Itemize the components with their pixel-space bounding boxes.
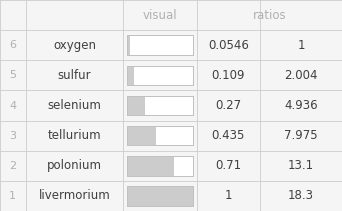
Text: 18.3: 18.3	[288, 189, 314, 202]
FancyBboxPatch shape	[127, 186, 193, 206]
FancyBboxPatch shape	[127, 35, 193, 55]
Text: 0.0546: 0.0546	[208, 39, 249, 52]
FancyBboxPatch shape	[127, 96, 193, 115]
FancyBboxPatch shape	[127, 156, 193, 176]
Text: 0.109: 0.109	[212, 69, 245, 82]
Text: 2: 2	[9, 161, 16, 171]
Text: 4.936: 4.936	[284, 99, 318, 112]
Text: 6: 6	[9, 40, 16, 50]
Text: 1: 1	[9, 191, 16, 201]
Text: 1: 1	[225, 189, 232, 202]
Text: 3: 3	[9, 131, 16, 141]
Text: 4: 4	[9, 100, 16, 111]
FancyBboxPatch shape	[127, 66, 134, 85]
Text: selenium: selenium	[48, 99, 101, 112]
Text: 13.1: 13.1	[288, 159, 314, 172]
Text: 5: 5	[9, 70, 16, 80]
FancyBboxPatch shape	[127, 96, 145, 115]
FancyBboxPatch shape	[127, 126, 156, 145]
Text: visual: visual	[143, 9, 177, 22]
Text: 7.975: 7.975	[284, 129, 318, 142]
Text: ratios: ratios	[252, 9, 286, 22]
Text: 0.27: 0.27	[215, 99, 241, 112]
Text: tellurium: tellurium	[48, 129, 101, 142]
FancyBboxPatch shape	[127, 186, 193, 206]
Text: 1: 1	[297, 39, 305, 52]
Text: oxygen: oxygen	[53, 39, 96, 52]
Text: sulfur: sulfur	[57, 69, 91, 82]
FancyBboxPatch shape	[127, 66, 193, 85]
Text: polonium: polonium	[47, 159, 102, 172]
Text: 2.004: 2.004	[284, 69, 318, 82]
FancyBboxPatch shape	[127, 156, 174, 176]
Text: livermorium: livermorium	[39, 189, 110, 202]
Text: 0.435: 0.435	[212, 129, 245, 142]
FancyBboxPatch shape	[127, 126, 193, 145]
FancyBboxPatch shape	[127, 35, 130, 55]
Text: 0.71: 0.71	[215, 159, 241, 172]
